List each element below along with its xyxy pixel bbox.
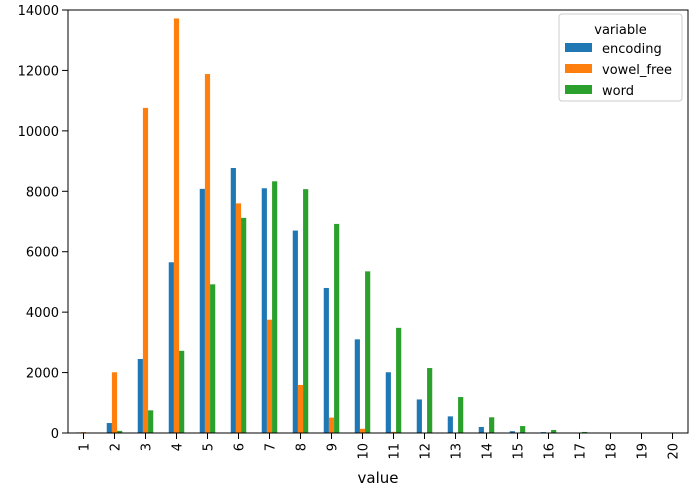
legend-label-word: word [602, 84, 634, 99]
plot-frame [67, 9, 689, 434]
y-axis: 0 2000 4000 6000 8000 10000 12000 14000 [18, 4, 68, 442]
bar-encoding-8 [292, 230, 298, 433]
legend-title: variable [594, 23, 646, 38]
x-tick-label: 5 [202, 443, 217, 451]
bar-word-4 [179, 350, 185, 433]
x-tick-label: 3 [140, 443, 155, 451]
x-tick-label: 12 [419, 443, 434, 460]
bar-encoding-2 [106, 423, 112, 433]
legend-label-vowel_free: vowel_free [602, 63, 672, 78]
x-tick-label: 16 [543, 443, 558, 460]
bar-word-15 [520, 426, 526, 433]
bar-encoding-7 [261, 188, 267, 433]
bar-word-13 [458, 397, 464, 433]
bar-word-14 [489, 417, 495, 433]
legend-swatch-word [565, 85, 592, 94]
x-tick-label: 11 [388, 443, 403, 460]
x-tick-label: 17 [574, 443, 589, 460]
x-tick-label: 2 [109, 443, 124, 451]
bar-encoding-11 [385, 372, 391, 433]
bar-vowel_free-7 [266, 319, 273, 433]
bar-encoding-14 [478, 426, 484, 433]
bar-vowel_free-8 [297, 384, 304, 433]
y-tick-label: 2000 [26, 367, 59, 382]
bar-encoding-13 [447, 416, 453, 433]
x-axis-title: value [358, 469, 399, 487]
bar-word-11 [396, 327, 402, 433]
bar-word-7 [272, 181, 278, 433]
bar-encoding-10 [354, 339, 360, 433]
y-tick-label: 12000 [18, 64, 59, 79]
x-tick-label: 1 [78, 443, 93, 451]
bar-word-2 [117, 430, 123, 433]
x-tick-label: 18 [605, 443, 620, 460]
legend-label-encoding: encoding [602, 42, 662, 57]
bar-vowel_free-11 [390, 431, 397, 433]
bar-vowel_free-6 [235, 203, 242, 433]
legend-box [558, 13, 683, 102]
bar-word-16 [551, 429, 557, 433]
x-tick-label: 6 [233, 443, 248, 451]
y-tick-label: 10000 [18, 125, 59, 140]
bar-encoding-9 [323, 287, 329, 433]
y-tick-label: 6000 [26, 246, 59, 261]
bar-vowel_free-9 [328, 417, 335, 433]
x-tick-label: 19 [636, 443, 651, 460]
x-axis: 1 2 3 4 5 6 7 8 9 10 11 12 13 14 15 16 17 18 19 20 [78, 433, 682, 460]
bar-word-6 [241, 217, 247, 433]
y-tick-label: 4000 [26, 306, 59, 321]
bar-encoding-12 [416, 399, 422, 433]
bar-encoding-3 [137, 358, 143, 433]
bar-vowel_free-4 [173, 18, 180, 434]
y-tick-label: 0 [51, 427, 59, 442]
legend-swatch-encoding [565, 43, 592, 52]
bar-vowel_free-2 [111, 372, 118, 433]
x-tick-label: 13 [450, 443, 465, 460]
x-tick-label: 20 [667, 443, 682, 460]
bar-encoding-6 [230, 168, 236, 433]
bars-group [75, 18, 681, 434]
x-tick-label: 10 [357, 443, 372, 460]
y-tick-label: 8000 [26, 185, 59, 200]
bar-vowel_free-3 [142, 107, 149, 433]
x-tick-label: 7 [264, 443, 279, 451]
bar-word-10 [365, 271, 371, 433]
bar-word-17 [582, 431, 588, 433]
bar-vowel_free-5 [204, 74, 211, 434]
x-tick-label: 14 [481, 443, 496, 460]
bar-word-5 [210, 284, 216, 433]
bar-word-12 [427, 368, 433, 433]
bar-vowel_free-10 [359, 428, 366, 433]
x-tick-label: 15 [512, 443, 527, 460]
x-tick-label: 8 [295, 443, 310, 451]
x-tick-label: 9 [326, 443, 341, 451]
legend-swatch-vowel_free [565, 64, 592, 73]
x-tick-label: 4 [171, 443, 186, 451]
bar-word-3 [148, 410, 154, 433]
bar-word-9 [334, 223, 340, 433]
bar-encoding-4 [168, 262, 174, 433]
bar-encoding-15 [509, 431, 515, 433]
y-tick-label: 14000 [18, 4, 59, 19]
bar-encoding-5 [199, 188, 205, 433]
bar-word-8 [303, 189, 309, 433]
